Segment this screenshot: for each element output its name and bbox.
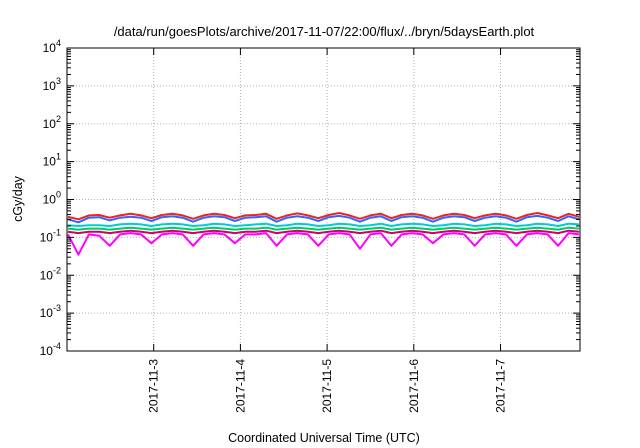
chart-title: /data/run/goesPlots/archive/2017-11-07/2… [114, 24, 535, 39]
x-tick-label: 2017-11-3 [147, 359, 161, 413]
y-tick-label: 10-1 [40, 227, 61, 244]
y-axis-label: cGy/day [11, 175, 25, 222]
series-line-4 [67, 222, 580, 227]
series-line-3 [67, 226, 580, 231]
y-tick-label: 102 [43, 114, 61, 131]
ticks [67, 47, 580, 352]
y-tick-label: 104 [43, 38, 61, 55]
grid [67, 48, 580, 351]
y-tick-label: 10-4 [40, 341, 61, 358]
x-tick-label: 2017-11-6 [407, 359, 421, 413]
x-tick-label: 2017-11-7 [494, 359, 508, 413]
y-tick-label: 103 [43, 76, 61, 93]
y-tick-labels: 10-4 10-3 10-2 10-1 100 101 102 103 104 [40, 38, 61, 358]
series-layer [67, 212, 580, 256]
y-tick-label: 101 [43, 152, 61, 169]
series-line-5 [67, 214, 580, 224]
y-tick-label: 100 [43, 190, 61, 207]
x-tick-label: 2017-11-4 [233, 359, 247, 413]
plot-frame [66, 47, 581, 352]
series-line-6 [67, 212, 580, 221]
x-tick-labels: 2017-11-3 2017-11-4 2017-11-5 2017-11-6 2017… [147, 359, 508, 413]
y-tick-label: 10-3 [40, 303, 61, 320]
series-line-2 [67, 229, 580, 235]
y-tick-label: 10-2 [40, 265, 61, 282]
x-tick-label: 2017-11-5 [320, 359, 334, 413]
series-line-1 [67, 232, 580, 256]
x-axis-label: Coordinated Universal Time (UTC) [228, 431, 420, 445]
